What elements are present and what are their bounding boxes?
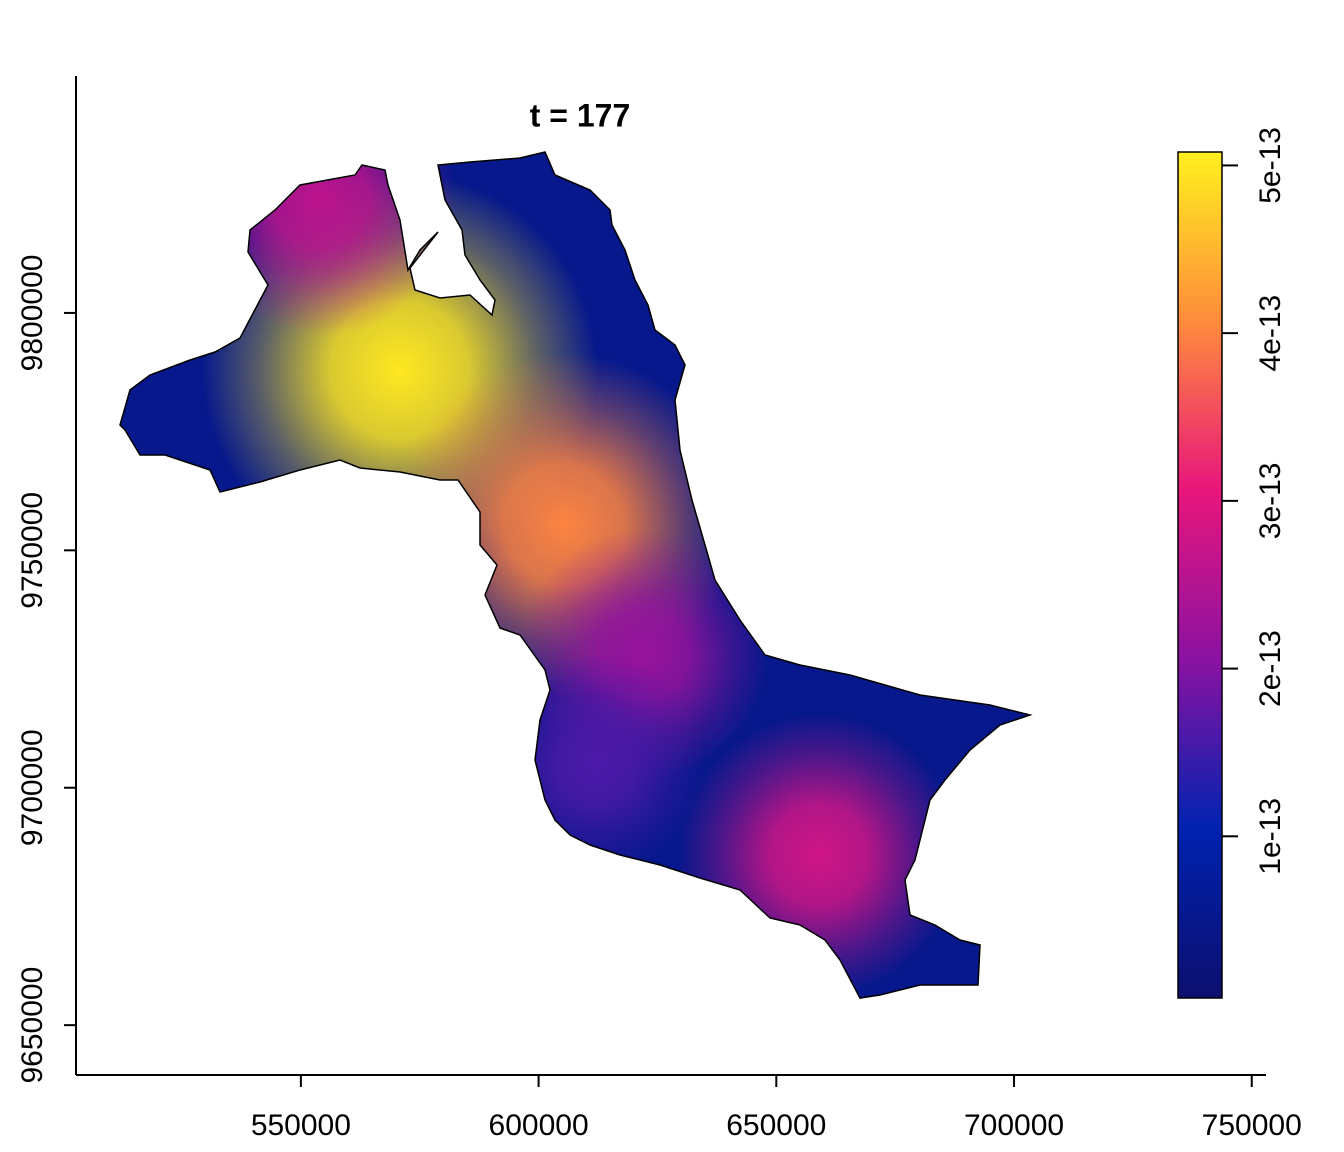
- y-tick-label: 9700000: [16, 729, 49, 846]
- x-tick-label: 750000: [1202, 1109, 1302, 1142]
- colorbar-tick-label: 1e-13: [1254, 798, 1287, 875]
- colorbar-tick-label: 2e-13: [1254, 630, 1287, 707]
- y-tick-label: 9800000: [16, 255, 49, 372]
- colorbar-tick-label: 4e-13: [1254, 295, 1287, 372]
- colorbar-tick-label: 3e-13: [1254, 462, 1287, 539]
- x-tick-label: 550000: [251, 1109, 351, 1142]
- x-tick-label: 700000: [964, 1109, 1064, 1142]
- hotspot: [677, 713, 961, 996]
- colorbar-tick-label: 5e-13: [1254, 127, 1287, 204]
- y-tick-label: 9650000: [16, 967, 49, 1084]
- x-tick-label: 600000: [489, 1109, 589, 1142]
- x-tick-label: 650000: [726, 1109, 826, 1142]
- chart-title: t = 177: [530, 97, 631, 133]
- region-outline: [119, 151, 1033, 999]
- hotspot: [485, 653, 706, 875]
- hotspot: [183, 152, 456, 337]
- colorbar: [1177, 151, 1223, 999]
- y-tick-label: 9750000: [16, 492, 49, 609]
